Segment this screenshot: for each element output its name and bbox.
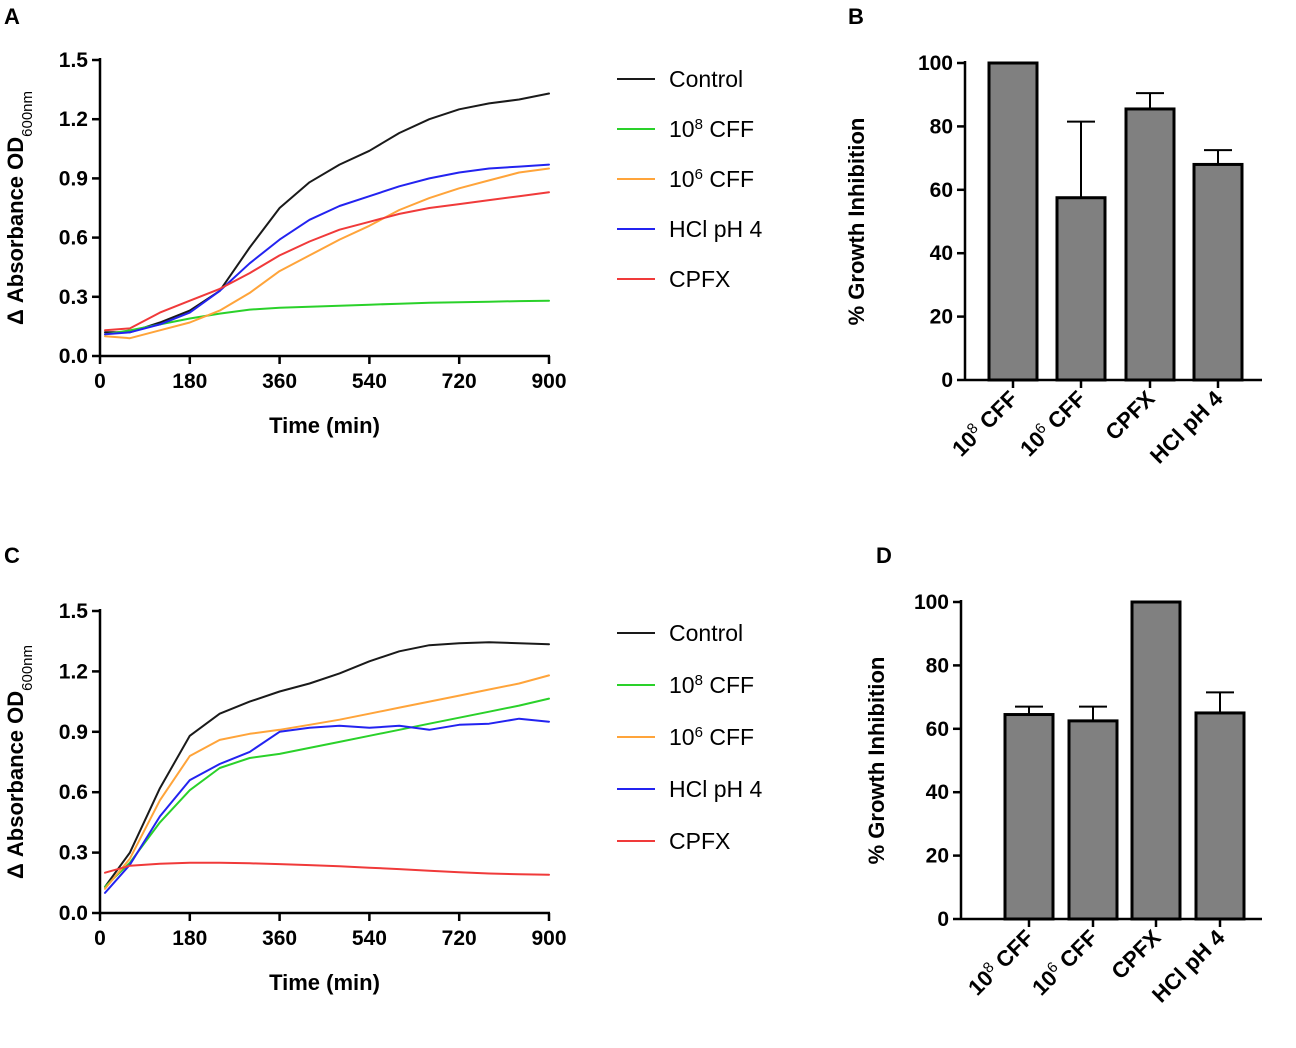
legend-label-cff6: 106 CFF (669, 724, 754, 751)
bar (1003, 713, 1055, 921)
bar-chart-b: 0 20 40 60 80 100 % Growth Inhibition 108 CFF10… (844, 52, 1262, 468)
y-tick-label: 1.5 (59, 49, 89, 72)
y-tick-label: 40 (926, 781, 949, 804)
legend-label-control: Control (669, 620, 743, 646)
x-tick-label: 0 (94, 370, 106, 393)
bar-chart-d: 0 20 40 60 80 100 % Growth Inhibition 108 CFF10… (864, 591, 1262, 1007)
x-category-label: 108 CFF (946, 385, 1023, 462)
y-axis-title: % Growth Inhibition (844, 118, 869, 326)
bar (1055, 196, 1107, 382)
x-tick-label: 540 (352, 927, 387, 950)
x-category-label: 108 CFF (962, 924, 1039, 1001)
x-tick-label: 540 (352, 370, 387, 393)
panel-label-b: B (848, 4, 864, 29)
y-tick-label: 80 (930, 115, 953, 138)
legend-label-cff6: 106 CFF (669, 166, 754, 193)
y-tick-label: 1.2 (59, 660, 88, 683)
bar (987, 61, 1039, 382)
y-tick-label: 100 (918, 52, 953, 75)
bar (1194, 711, 1246, 921)
series-line-cff8 (104, 697, 550, 888)
y-tick-label: 0.3 (59, 842, 88, 865)
series-line-cpfx (104, 861, 550, 876)
x-axis-title: Time (min) (269, 970, 380, 995)
y-tick-label: 0.3 (59, 286, 88, 309)
panel-label-a: A (4, 4, 20, 29)
x-category-label: CPFX (1106, 925, 1165, 984)
y-tick-label: 60 (926, 718, 949, 741)
y-tick-label: 1.5 (59, 600, 89, 623)
panel-label-d: D (876, 543, 892, 568)
line-chart-a: 0.0 0.3 0.6 0.9 1.2 1.5 0 180 360 540 720 900 Time (… (3, 49, 763, 438)
x-category-label: HCl pH 4 (1145, 385, 1228, 468)
x-tick-label: 180 (172, 927, 207, 950)
x-tick-label: 720 (442, 927, 477, 950)
series-line-cff8 (104, 299, 550, 336)
series-line-cff6 (104, 167, 550, 340)
y-tick-label: 0.6 (59, 781, 88, 804)
series-line-control (104, 641, 550, 888)
bar (1192, 162, 1244, 382)
legend-label-cff8: 108 CFF (669, 116, 754, 143)
y-tick-label: 80 (926, 654, 949, 677)
y-tick-label: 1.2 (59, 108, 88, 131)
x-tick-label: 900 (531, 370, 566, 393)
x-tick-label: 720 (442, 370, 477, 393)
x-category-label: CPFX (1100, 386, 1159, 445)
y-tick-label: 0.6 (59, 227, 88, 250)
legend-label-cff8: 108 CFF (669, 672, 754, 699)
series-line-control (104, 92, 550, 334)
y-tick-label: 100 (914, 591, 949, 614)
x-category-label: 106 CFF (1026, 924, 1103, 1001)
legend-label-cpfx: CPFX (669, 828, 730, 854)
x-tick-label: 360 (262, 370, 297, 393)
series-line-hcl (104, 717, 550, 894)
y-tick-label: 20 (930, 306, 953, 329)
y-tick-label: 60 (930, 179, 953, 202)
series-line-cpfx (104, 191, 550, 332)
series-line-cff6 (104, 674, 550, 890)
legend-label-control: Control (669, 66, 743, 92)
y-tick-label: 0.0 (59, 902, 88, 925)
y-tick-label: 20 (926, 845, 949, 868)
panel-label-c: C (4, 543, 20, 568)
y-axis-title: % Growth Inhibition (864, 657, 889, 865)
y-tick-label: 0.0 (59, 345, 88, 368)
x-tick-label: 360 (262, 927, 297, 950)
legend-label-hcl: HCl pH 4 (669, 776, 763, 802)
line-chart-c: 0.0 0.3 0.6 0.9 1.2 1.5 0 180 360 540 720 900 Time (… (3, 600, 763, 995)
y-tick-label: 0 (937, 908, 949, 931)
y-axis-title: Δ Absorbance OD600nm (3, 91, 36, 325)
y-tick-label: 40 (930, 242, 953, 265)
y-tick-label: 0.9 (59, 167, 88, 190)
series-line-hcl (104, 163, 550, 336)
x-tick-label: 180 (172, 370, 207, 393)
legend-label-hcl: HCl pH 4 (669, 216, 763, 242)
bar (1067, 719, 1119, 921)
x-tick-label: 0 (94, 927, 106, 950)
bar (1124, 107, 1176, 382)
y-tick-label: 0 (941, 369, 953, 392)
y-tick-label: 0.9 (59, 721, 88, 744)
x-axis-title: Time (min) (269, 413, 380, 438)
x-category-label: 106 CFF (1014, 385, 1091, 462)
x-tick-label: 900 (531, 927, 566, 950)
bar (1130, 600, 1182, 921)
legend-label-cpfx: CPFX (669, 266, 730, 292)
y-axis-title: Δ Absorbance OD600nm (3, 645, 36, 879)
